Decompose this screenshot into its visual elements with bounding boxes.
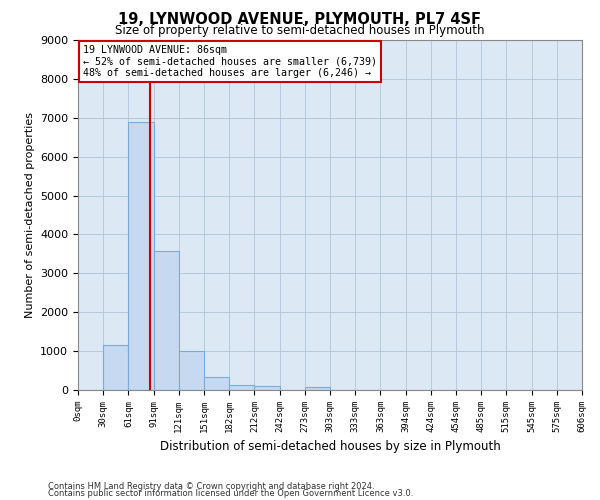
Bar xyxy=(103,346,128,390)
X-axis label: Distribution of semi-detached houses by size in Plymouth: Distribution of semi-detached houses by … xyxy=(160,440,500,454)
Bar xyxy=(179,351,204,390)
Y-axis label: Number of semi-detached properties: Number of semi-detached properties xyxy=(25,112,35,318)
Text: 19, LYNWOOD AVENUE, PLYMOUTH, PL7 4SF: 19, LYNWOOD AVENUE, PLYMOUTH, PL7 4SF xyxy=(119,12,482,28)
Bar xyxy=(305,386,330,390)
Text: Size of property relative to semi-detached houses in Plymouth: Size of property relative to semi-detach… xyxy=(115,24,485,37)
Text: Contains HM Land Registry data © Crown copyright and database right 2024.: Contains HM Land Registry data © Crown c… xyxy=(48,482,374,491)
Text: Contains public sector information licensed under the Open Government Licence v3: Contains public sector information licen… xyxy=(48,489,413,498)
Bar xyxy=(229,385,254,390)
Bar xyxy=(154,251,179,390)
Bar xyxy=(254,386,280,390)
Bar xyxy=(128,122,154,390)
Bar xyxy=(204,377,229,390)
Text: 19 LYNWOOD AVENUE: 86sqm
← 52% of semi-detached houses are smaller (6,739)
48% o: 19 LYNWOOD AVENUE: 86sqm ← 52% of semi-d… xyxy=(83,46,377,78)
